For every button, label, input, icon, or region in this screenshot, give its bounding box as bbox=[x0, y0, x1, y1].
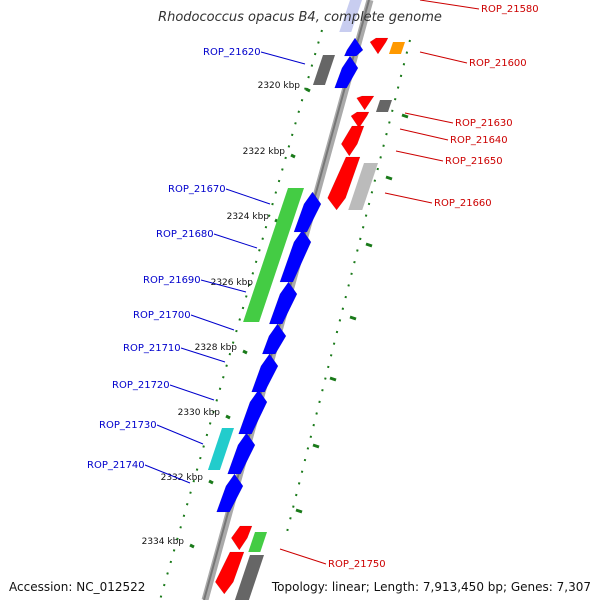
gene-box-green bbox=[248, 532, 267, 552]
kbp-tick bbox=[225, 414, 231, 420]
gene-label-plus: ROP_21740 bbox=[87, 460, 145, 471]
minor-tick bbox=[312, 443, 320, 449]
kbp-tick bbox=[189, 543, 195, 549]
gene-arrow-red bbox=[350, 111, 370, 129]
kbp-label: 2322 kbp bbox=[243, 147, 286, 157]
kbp-label: 2326 kbp bbox=[211, 278, 254, 288]
gene-leader-plus bbox=[144, 464, 191, 484]
gene-leader-minus bbox=[399, 128, 449, 141]
gene-leader-minus bbox=[404, 112, 454, 124]
kbp-label: 2320 kbp bbox=[258, 81, 301, 91]
gene-label-minus: ROP_21580 bbox=[481, 4, 539, 15]
gene-label-plus: ROP_21670 bbox=[168, 184, 226, 195]
kbp-tick bbox=[242, 349, 248, 355]
kbp-tick bbox=[208, 479, 214, 485]
topology-label: Topology: linear; Length: 7,913,450 bp; … bbox=[271, 580, 591, 594]
gene-box-grey bbox=[312, 55, 335, 85]
kbp-tick bbox=[290, 153, 296, 159]
gene-arrow-blue bbox=[279, 229, 312, 283]
kbp-label: 2334 kbp bbox=[142, 537, 185, 547]
gene-leader-plus bbox=[200, 279, 247, 293]
gene-leader-plus bbox=[190, 314, 235, 331]
gene-box-grey bbox=[234, 555, 264, 600]
gene-arrow-red bbox=[340, 125, 365, 157]
gene-leader-plus bbox=[169, 384, 215, 401]
gene-leader-minus bbox=[419, 0, 480, 10]
gene-arrow-blue bbox=[343, 37, 364, 57]
kbp-tick bbox=[305, 87, 311, 93]
gene-label-minus: ROP_21600 bbox=[469, 58, 527, 69]
gene-arrow-blue bbox=[334, 55, 359, 89]
gene-arrow-blue bbox=[268, 281, 298, 325]
gene-leader-minus bbox=[419, 51, 468, 64]
minor-tick bbox=[329, 376, 337, 382]
minor-tick bbox=[365, 242, 373, 248]
kbp-label: 2328 kbp bbox=[195, 343, 238, 353]
gene-label-minus: ROP_21750 bbox=[328, 559, 386, 570]
gene-leader-plus bbox=[225, 188, 271, 205]
accession-label: Accession: NC_012522 bbox=[9, 580, 146, 594]
gene-box-pale bbox=[339, 0, 362, 32]
gene-label-minus: ROP_21660 bbox=[434, 198, 492, 209]
kbp-label: 2324 kbp bbox=[227, 212, 270, 222]
gene-label-plus: ROP_21680 bbox=[156, 229, 214, 240]
gene-box-cyan bbox=[207, 428, 234, 470]
gene-label-plus: ROP_21690 bbox=[143, 275, 201, 286]
gene-label-minus: ROP_21630 bbox=[455, 118, 513, 129]
minor-tick bbox=[385, 175, 393, 181]
gene-arrow-red bbox=[369, 37, 389, 55]
gene-label-plus: ROP_21710 bbox=[123, 343, 181, 354]
gene-arrow-red bbox=[230, 525, 253, 551]
kbp-label: 2330 kbp bbox=[178, 408, 221, 418]
gene-label-plus: ROP_21700 bbox=[133, 310, 191, 321]
minor-tick bbox=[401, 113, 409, 119]
gene-arrow-blue bbox=[261, 323, 287, 355]
gene-label-plus: ROP_21620 bbox=[203, 47, 261, 58]
gene-arrow-blue bbox=[238, 389, 268, 435]
gene-box-grey bbox=[375, 100, 392, 112]
gene-arrow-red bbox=[327, 156, 361, 211]
gene-box-orange bbox=[388, 42, 405, 54]
gene-arrow-red bbox=[356, 95, 375, 111]
gene-leader-minus bbox=[395, 150, 444, 162]
genome-title: Rhodococcus opacus B4, complete genome bbox=[158, 10, 442, 25]
left-guide-dots bbox=[159, 29, 323, 600]
gene-leader-plus bbox=[260, 51, 306, 65]
gene-label-minus: ROP_21650 bbox=[445, 156, 503, 167]
gene-label-plus: ROP_21720 bbox=[112, 380, 170, 391]
gene-leader-minus bbox=[384, 192, 433, 204]
gene-arrow-blue bbox=[293, 191, 322, 233]
gene-label-minus: ROP_21640 bbox=[450, 135, 508, 146]
gene-leader-plus bbox=[156, 424, 204, 445]
kbp-label: 2332 kbp bbox=[161, 473, 204, 483]
gene-arrow-blue bbox=[216, 473, 244, 513]
gene-label-plus: ROP_21730 bbox=[99, 420, 157, 431]
right-guide-dots bbox=[284, 39, 411, 541]
gene-leader-plus bbox=[180, 347, 226, 363]
gene-box-lightgrey bbox=[348, 163, 378, 210]
minor-tick bbox=[349, 315, 357, 321]
gene-box-green bbox=[243, 188, 304, 322]
gene-leader-minus bbox=[279, 548, 327, 565]
minor-tick bbox=[295, 508, 303, 514]
gene-leader-plus bbox=[213, 233, 258, 249]
gene-arrow-red bbox=[214, 551, 245, 595]
gene-arrow-blue bbox=[227, 432, 256, 475]
